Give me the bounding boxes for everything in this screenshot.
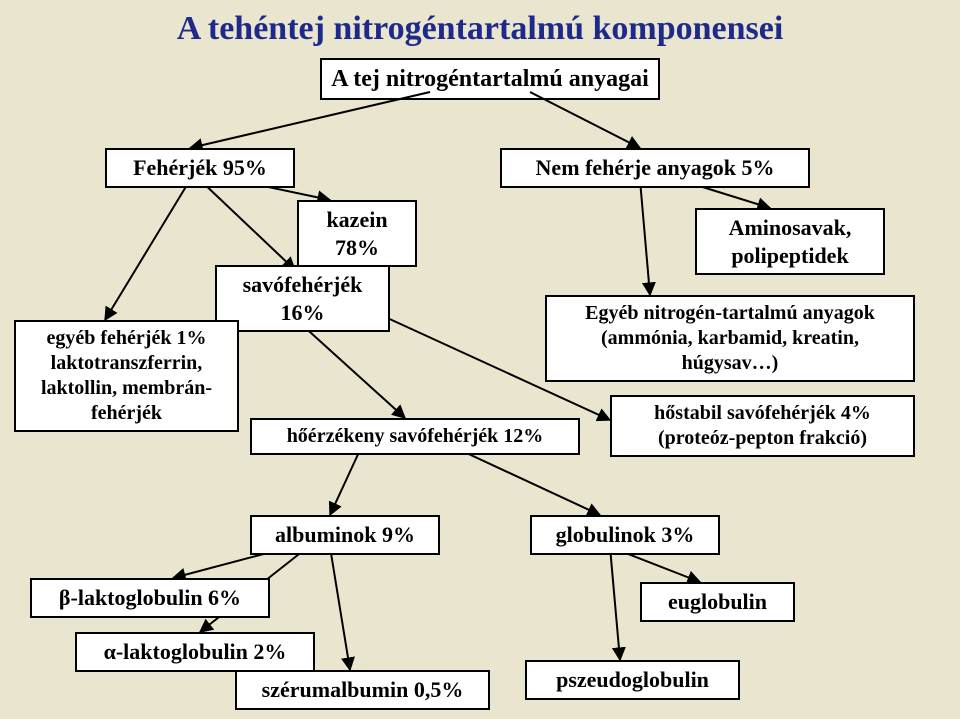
node-nemfeh: Nem fehérje anyagok 5% — [500, 148, 810, 188]
node-savo: savófehérjék16% — [215, 265, 390, 332]
node-albumin: albuminok 9% — [250, 515, 440, 555]
node-hostabil: hőstabil savófehérjék 4%(proteóz-pepton … — [610, 395, 915, 457]
node-euglob: euglobulin — [640, 582, 795, 622]
node-globulin: globulinok 3% — [530, 515, 720, 555]
node-alfalg: α-laktoglobulin 2% — [75, 632, 315, 672]
node-egyeb1: egyéb fehérjék 1%laktotranszferrin,lakto… — [14, 320, 239, 432]
subtitle-box: A tej nitrogéntartalmú anyagai — [320, 58, 660, 100]
node-szerum: szérumalbumin 0,5% — [235, 670, 490, 710]
diagram-root: A tehéntej nitrogéntartalmú komponensei … — [0, 0, 960, 719]
node-egyebN: Egyéb nitrogén-tartalmú anyagok(ammónia,… — [545, 295, 915, 382]
node-pszeudo: pszeudoglobulin — [525, 660, 740, 700]
node-hoerz: hőérzékeny savófehérjék 12% — [250, 418, 580, 455]
page-title: A tehéntej nitrogéntartalmú komponensei — [0, 10, 960, 48]
node-amino: Aminosavak,polipeptidek — [695, 208, 885, 275]
node-betalg: β-laktoglobulin 6% — [30, 578, 270, 618]
node-feherjek: Fehérjék 95% — [105, 148, 295, 188]
node-kazein: kazein78% — [297, 200, 417, 267]
